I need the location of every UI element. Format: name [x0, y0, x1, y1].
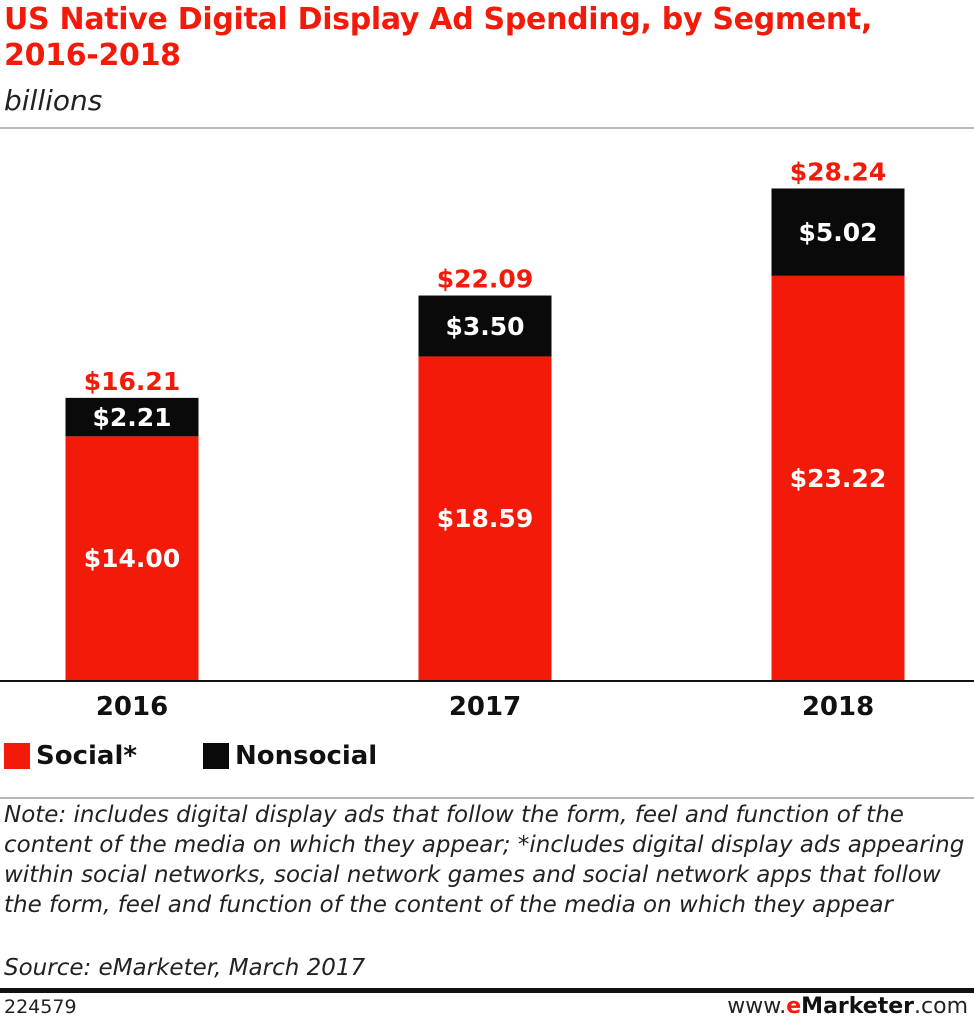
legend-swatch-social [4, 743, 30, 769]
total-label-2017: $22.09 [437, 265, 533, 294]
footer-divider [0, 988, 974, 993]
bar-nonsocial-2017 [418, 295, 552, 357]
note-divider [0, 797, 974, 799]
x-tick-label-2017: 2017 [449, 692, 521, 722]
brand-prefix: www. [727, 994, 787, 1019]
chart-note: Note: includes digital display ads that … [4, 802, 965, 918]
x-tick-label-2018: 2018 [802, 692, 874, 722]
bar-label-social-2017: $18.59 [437, 504, 533, 533]
bars-layer: $14.00 $2.21 $16.21 $18.59 $3.50 $22.09 $23.22… [65, 157, 905, 680]
x-tick-label-2016: 2016 [96, 692, 168, 722]
bar-label-nonsocial-2017: $3.50 [445, 312, 524, 341]
brand-url[interactable]: www.eMarketer.com [727, 994, 968, 1019]
legend-swatch-nonsocial [202, 743, 229, 769]
legend-label-social: Social* [36, 741, 137, 771]
brand-name: Marketer [801, 994, 915, 1019]
brand-suffix: .com [914, 994, 968, 1019]
stacked-bar-chart: $14.00 $2.21 $16.21 $18.59 $3.50 $22.09 $23.22… [0, 157, 974, 722]
bar-social-2017 [418, 356, 552, 680]
legend-item-social: Social* [4, 741, 137, 771]
bar-label-social-2016: $14.00 [84, 544, 180, 573]
chart-source: Source: eMarketer, March 2017 [4, 955, 366, 981]
bar-nonsocial-2018 [771, 188, 905, 276]
total-label-2018: $28.24 [790, 157, 886, 186]
x-axis-ticks: 2016 2017 2018 [96, 692, 874, 722]
legend: Social* Nonsocial [4, 740, 443, 772]
brand-e-logo: e [786, 994, 802, 1019]
chart-title: US Native Digital Display Ad Spending, b… [4, 2, 873, 73]
header-divider [0, 127, 974, 129]
legend-item-nonsocial: Nonsocial [202, 741, 378, 771]
bar-nonsocial-2016 [65, 397, 199, 437]
legend-label-nonsocial: Nonsocial [234, 741, 378, 771]
total-label-2016: $16.21 [84, 367, 180, 396]
bar-label-nonsocial-2016: $2.21 [92, 403, 171, 432]
bar-social-2018 [771, 275, 905, 680]
bar-label-nonsocial-2018: $5.02 [798, 218, 877, 247]
bar-label-social-2018: $23.22 [790, 464, 886, 493]
chart-id: 224579 [4, 996, 77, 1018]
bar-social-2016 [65, 436, 199, 680]
chart-subtitle: billions [4, 84, 103, 117]
